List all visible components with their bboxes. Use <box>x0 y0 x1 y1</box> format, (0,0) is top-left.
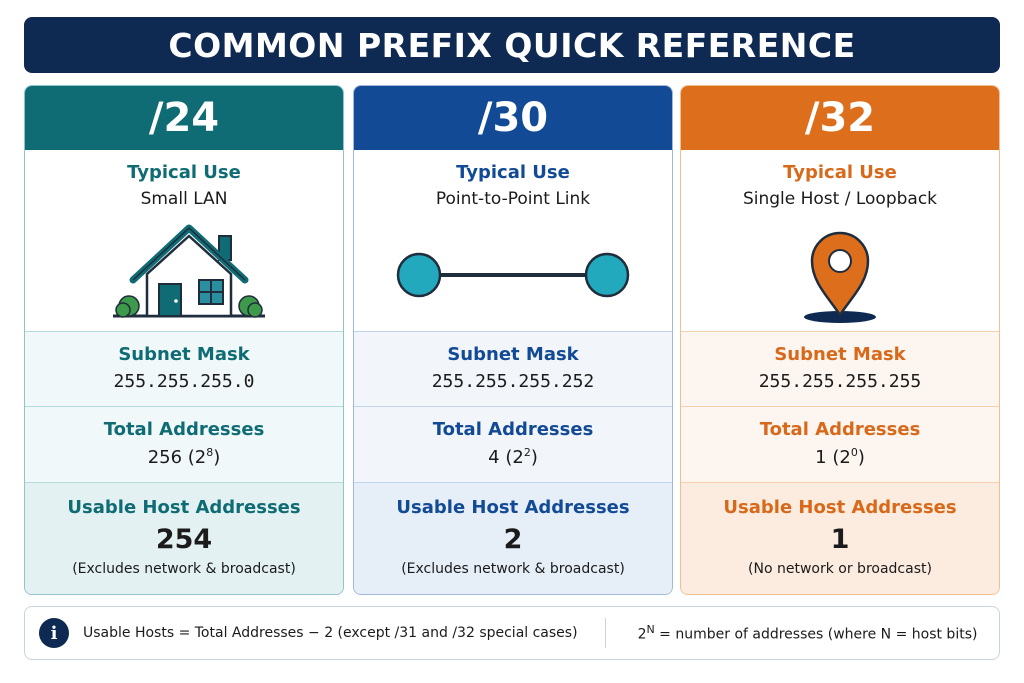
typical-use-label: Typical Use <box>127 162 241 183</box>
address-count-formula: 2N = number of addresses (where N = host… <box>637 623 978 643</box>
usable-hosts-note: (No network or broadcast) <box>748 561 932 577</box>
prefix-header: /32 <box>681 86 999 150</box>
map-pin-icon <box>804 231 876 323</box>
card-prefix-24: /24 Typical Use Small LAN Sub <box>24 85 344 595</box>
usable-hosts-section: Usable Host Addresses 254 (Excludes netw… <box>25 483 343 594</box>
typical-use-value: Small LAN <box>140 189 228 209</box>
total-addresses-label: Total Addresses <box>432 419 594 440</box>
usable-hosts-note: (Excludes network & broadcast) <box>72 561 296 577</box>
subnet-mask-label: Subnet Mask <box>447 344 579 365</box>
prefix-header: /30 <box>354 86 672 150</box>
total-addresses-section: Total Addresses 4 (22) <box>354 407 672 483</box>
footer-note: i Usable Hosts = Total Addresses − 2 (ex… <box>24 606 1000 660</box>
usable-hosts-value: 1 <box>830 524 850 555</box>
total-addresses-section: Total Addresses 1 (20) <box>681 407 999 483</box>
usable-hosts-section: Usable Host Addresses 2 (Excludes networ… <box>354 483 672 594</box>
card-prefix-32: /32 Typical Use Single Host / Loopback S… <box>680 85 1000 595</box>
usable-hosts-label: Usable Host Addresses <box>723 497 957 518</box>
total-addresses-label: Total Addresses <box>103 419 265 440</box>
info-icon: i <box>39 618 69 648</box>
link-icon <box>396 252 630 298</box>
card-prefix-30: /30 Typical Use Point-to-Point Link Subn… <box>353 85 673 595</box>
subnet-mask-value: 255.255.255.0 <box>113 371 255 392</box>
usable-hosts-label: Usable Host Addresses <box>67 497 301 518</box>
footer-divider <box>604 618 606 648</box>
usable-hosts-label: Usable Host Addresses <box>396 497 630 518</box>
typical-use-value: Single Host / Loopback <box>742 189 938 209</box>
total-addresses-label: Total Addresses <box>759 419 921 440</box>
typical-use-label: Typical Use <box>456 162 570 183</box>
total-addresses-value: 256 (28) <box>147 446 221 468</box>
total-addresses-value: 1 (20) <box>815 446 865 468</box>
total-addresses-value: 4 (22) <box>488 446 538 468</box>
usable-hosts-note: (Excludes network & broadcast) <box>401 561 625 577</box>
prefix-header: /24 <box>25 86 343 150</box>
usable-hosts-value: 254 <box>155 524 213 555</box>
subnet-mask-value: 255.255.255.255 <box>758 371 922 392</box>
typical-use-value: Point-to-Point Link <box>435 189 591 209</box>
typical-use-section: Typical Use Point-to-Point Link <box>354 150 672 332</box>
subnet-mask-section: Subnet Mask 255.255.255.255 <box>681 332 999 407</box>
subnet-mask-label: Subnet Mask <box>118 344 250 365</box>
typical-use-section: Typical Use Single Host / Loopback <box>681 150 999 332</box>
typical-use-label: Typical Use <box>783 162 897 183</box>
typical-use-section: Typical Use Small LAN <box>25 150 343 332</box>
subnet-mask-section: Subnet Mask 255.255.255.0 <box>25 332 343 407</box>
usable-hosts-value: 2 <box>503 524 523 555</box>
usable-hosts-formula: Usable Hosts = Total Addresses − 2 (exce… <box>83 625 578 641</box>
total-addresses-section: Total Addresses 256 (28) <box>25 407 343 483</box>
usable-hosts-section: Usable Host Addresses 1 (No network or b… <box>681 483 999 594</box>
house-icon <box>113 224 265 318</box>
subnet-mask-label: Subnet Mask <box>774 344 906 365</box>
subnet-mask-section: Subnet Mask 255.255.255.252 <box>354 332 672 407</box>
subnet-mask-value: 255.255.255.252 <box>431 371 595 392</box>
title-banner: COMMON PREFIX QUICK REFERENCE <box>24 17 1000 73</box>
page-title: COMMON PREFIX QUICK REFERENCE <box>168 25 856 65</box>
